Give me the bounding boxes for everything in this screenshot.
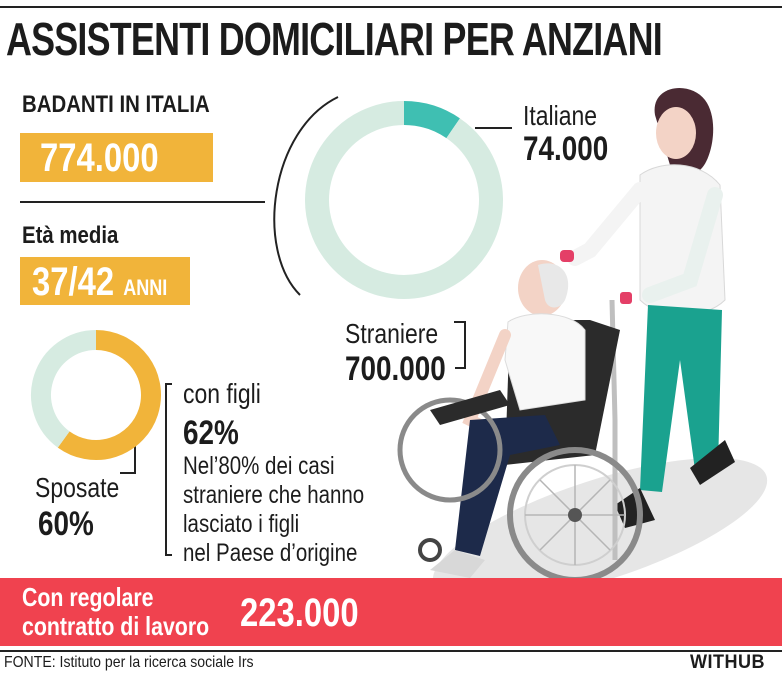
divider — [20, 201, 265, 203]
source-note: FONTE: Istituto per la ricerca sociale I… — [4, 654, 254, 671]
eta-media-unit: ANNI — [123, 275, 168, 300]
note-line: straniere che hanno — [183, 481, 365, 509]
donut-slice-sposate — [57, 330, 161, 460]
con-figli-value: 62% — [183, 414, 239, 452]
con-figli-label: con figli — [183, 378, 261, 409]
sposate-label: Sposate — [35, 472, 120, 503]
eta-media-number: 37/42 — [32, 260, 115, 304]
badanti-value-box — [20, 133, 213, 182]
contract-banner — [0, 578, 782, 646]
eta-media-value: 37/42 ANNI — [32, 260, 167, 305]
donut-slice-other — [31, 330, 97, 448]
italiane-label: Italiane — [523, 100, 598, 131]
brand-logo: WITHUB — [690, 652, 766, 673]
sposate-value: 60% — [38, 505, 94, 543]
straniere-label: Straniere — [345, 318, 439, 349]
top-rule — [0, 6, 782, 8]
note-line: lasciato i figli — [183, 510, 300, 538]
badanti-value: 774.000 — [40, 136, 159, 180]
caregiver-illustration — [397, 88, 768, 622]
straniere-value: 700.000 — [345, 350, 446, 388]
contract-label: Con regolare contratto di lavoro — [22, 583, 235, 641]
italiane-value: 74.000 — [523, 130, 609, 168]
eta-media-value-box — [20, 257, 190, 305]
page-title: ASSISTENTI DOMICILIARI PER ANZIANI — [6, 13, 663, 65]
straniere-leader-line — [454, 321, 466, 369]
note-line: Nel’80% dei casi — [183, 452, 335, 480]
donut-bracket-arc — [273, 96, 339, 296]
badanti-label: BADANTI IN ITALIA — [22, 91, 210, 118]
eta-media-label: Età media — [22, 222, 119, 249]
contract-label-line: Con regolare — [22, 582, 154, 612]
origin-donut-chart — [305, 101, 503, 299]
bottom-rule — [0, 650, 782, 652]
figli-bracket-line — [165, 383, 172, 556]
children-note: Nel’80% dei casi straniere che hanno las… — [183, 452, 429, 568]
marital-donut-chart — [31, 330, 161, 460]
donut-slice-italiane — [403, 101, 460, 139]
note-line: nel Paese d’origine — [183, 539, 358, 567]
contract-label-line: contratto di lavoro — [22, 611, 210, 641]
contract-value: 223.000 — [240, 591, 359, 635]
donut-slice-straniere — [305, 101, 503, 299]
